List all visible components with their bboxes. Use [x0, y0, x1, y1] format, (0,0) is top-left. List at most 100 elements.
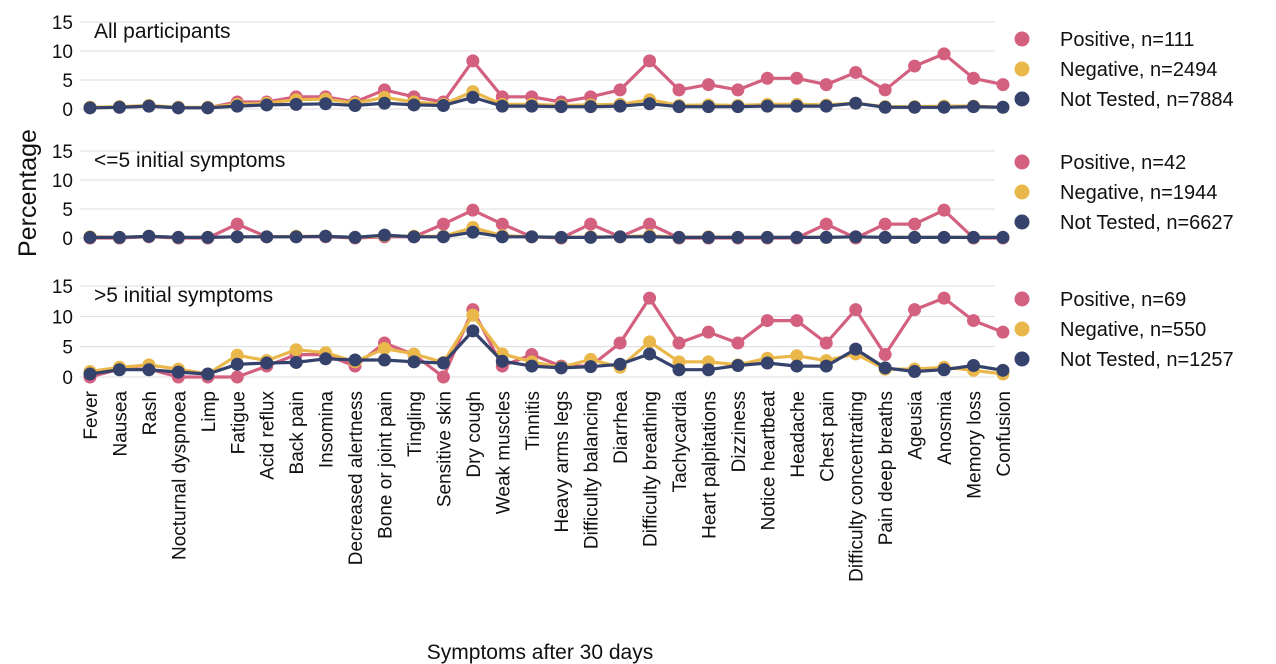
data-point-anosmia: [937, 363, 951, 377]
data-point-confusion: [996, 78, 1010, 92]
data-point-tingling: [407, 98, 421, 112]
data-point-sensitive-skin: [436, 230, 450, 244]
legend-label: Not Tested, n=1257: [1060, 349, 1234, 371]
data-point-nocturnal-dyspnoea: [171, 230, 185, 244]
chart-panels: 0 5 10 15 All participants 0 5 10 15 <=5 initial …: [52, 13, 1010, 389]
data-point-dizziness: [731, 230, 745, 244]
data-point-headache: [790, 71, 804, 85]
data-point-fatigue: [230, 217, 244, 231]
data-point-ageusia: [908, 59, 922, 73]
x-tick-label: Nausea: [110, 391, 131, 457]
data-point-fatigue: [230, 357, 244, 371]
legend-marker: [1014, 214, 1030, 230]
data-point-diarrhea: [613, 99, 627, 113]
data-point-tingling: [407, 355, 421, 369]
series-not-tested: [83, 324, 1010, 381]
data-point-heart-palpitations: [701, 100, 715, 114]
data-point-difficulty-concentrating: [849, 342, 863, 356]
data-point-sensitive-skin: [436, 99, 450, 113]
data-point-nausea: [112, 363, 126, 377]
data-point-difficulty-breathing: [643, 54, 657, 68]
data-point-pain-deep-breaths: [878, 361, 892, 375]
panel-2: 0 5 10 15 <=5 initial symptoms: [52, 142, 1010, 250]
data-point-dry-cough: [466, 90, 480, 104]
x-tick-label: Heavy arms legs: [552, 391, 573, 533]
series-line: [90, 208, 1003, 240]
data-point-difficulty-balancing: [584, 360, 598, 374]
y-tick-label: 10: [52, 307, 73, 328]
data-point-anosmia: [937, 291, 951, 305]
data-point-diarrhea: [613, 230, 627, 244]
legend-label: Not Tested, n=6627: [1060, 212, 1234, 234]
x-tick-label: Sensitive skin: [434, 391, 455, 507]
data-point-dry-cough: [466, 54, 480, 68]
data-point-nausea: [112, 230, 126, 244]
legend-marker: [1014, 351, 1030, 367]
y-tick-label: 0: [62, 100, 73, 121]
data-point-sensitive-skin: [436, 356, 450, 370]
data-point-diarrhea: [613, 83, 627, 97]
x-tick-label: Notice heartbeat: [758, 390, 779, 530]
data-point-difficulty-breathing: [643, 217, 657, 231]
data-point-insomina: [319, 97, 333, 111]
data-point-chest-pain: [819, 336, 833, 350]
data-point-weak-muscles: [495, 230, 509, 244]
x-tick-label: Difficulty breathing: [641, 391, 662, 547]
data-point-anosmia: [937, 230, 951, 244]
y-tick-label: 5: [62, 338, 73, 359]
data-point-back-pain: [289, 355, 303, 369]
data-point-heart-palpitations: [701, 230, 715, 244]
legend-label: Negative, n=550: [1060, 319, 1206, 341]
data-point-difficulty-concentrating: [849, 96, 863, 110]
data-point-fatigue: [230, 370, 244, 384]
legend-label: Negative, n=2494: [1060, 59, 1217, 81]
data-point-nocturnal-dyspnoea: [171, 101, 185, 115]
data-point-ageusia: [908, 230, 922, 244]
data-point-difficulty-concentrating: [849, 303, 863, 317]
x-tick-label: Limp: [199, 391, 220, 432]
data-point-pain-deep-breaths: [878, 100, 892, 114]
x-tick-label: Difficulty concentrating: [847, 391, 868, 582]
data-point-dizziness: [731, 100, 745, 114]
data-point-tachycardia: [672, 336, 686, 350]
data-point-ageusia: [908, 217, 922, 231]
x-tick-label: Anosmia: [935, 391, 956, 465]
x-tick-label: Tingling: [405, 391, 426, 457]
legend-label: Negative, n=1944: [1060, 182, 1217, 204]
data-point-chest-pain: [819, 99, 833, 113]
data-point-chest-pain: [819, 230, 833, 244]
data-point-tachycardia: [672, 230, 686, 244]
x-tick-label: Fever: [81, 390, 102, 439]
y-tick-label: 10: [52, 42, 73, 63]
data-point-pain-deep-breaths: [878, 83, 892, 97]
data-point-ageusia: [908, 100, 922, 114]
data-point-diarrhea: [613, 357, 627, 371]
data-point-limp: [201, 101, 215, 115]
x-tick-label: Heart palpitations: [699, 391, 720, 539]
data-point-notice-heartbeat: [760, 230, 774, 244]
legend-marker: [1014, 31, 1030, 47]
series-line: [89, 52, 1004, 110]
data-point-heart-palpitations: [701, 325, 715, 339]
data-point-notice-heartbeat: [760, 314, 774, 328]
x-tick-label: Tinnitis: [523, 391, 544, 450]
data-point-dry-cough: [466, 203, 480, 217]
data-point-sensitive-skin: [436, 217, 450, 231]
data-point-headache: [790, 314, 804, 328]
data-point-decreased-alertness: [348, 230, 362, 244]
x-tick-label: Decreased alertness: [346, 391, 367, 565]
data-point-fever: [83, 230, 97, 244]
chart-legends: Positive, n=111 Negative, n=2494 Not Teste…: [1014, 29, 1234, 371]
data-point-dry-cough: [466, 324, 480, 338]
data-point-weak-muscles: [495, 99, 509, 113]
data-point-difficulty-concentrating: [849, 230, 863, 244]
data-point-anosmia: [937, 47, 951, 61]
data-point-heart-palpitations: [701, 78, 715, 92]
data-point-ageusia: [908, 303, 922, 317]
y-tick-label: 10: [52, 171, 73, 192]
data-point-heavy-arms-legs: [554, 100, 568, 114]
x-tick-label: Confusion: [994, 391, 1015, 477]
legend-label: Positive, n=42: [1060, 152, 1186, 174]
data-point-notice-heartbeat: [760, 356, 774, 370]
